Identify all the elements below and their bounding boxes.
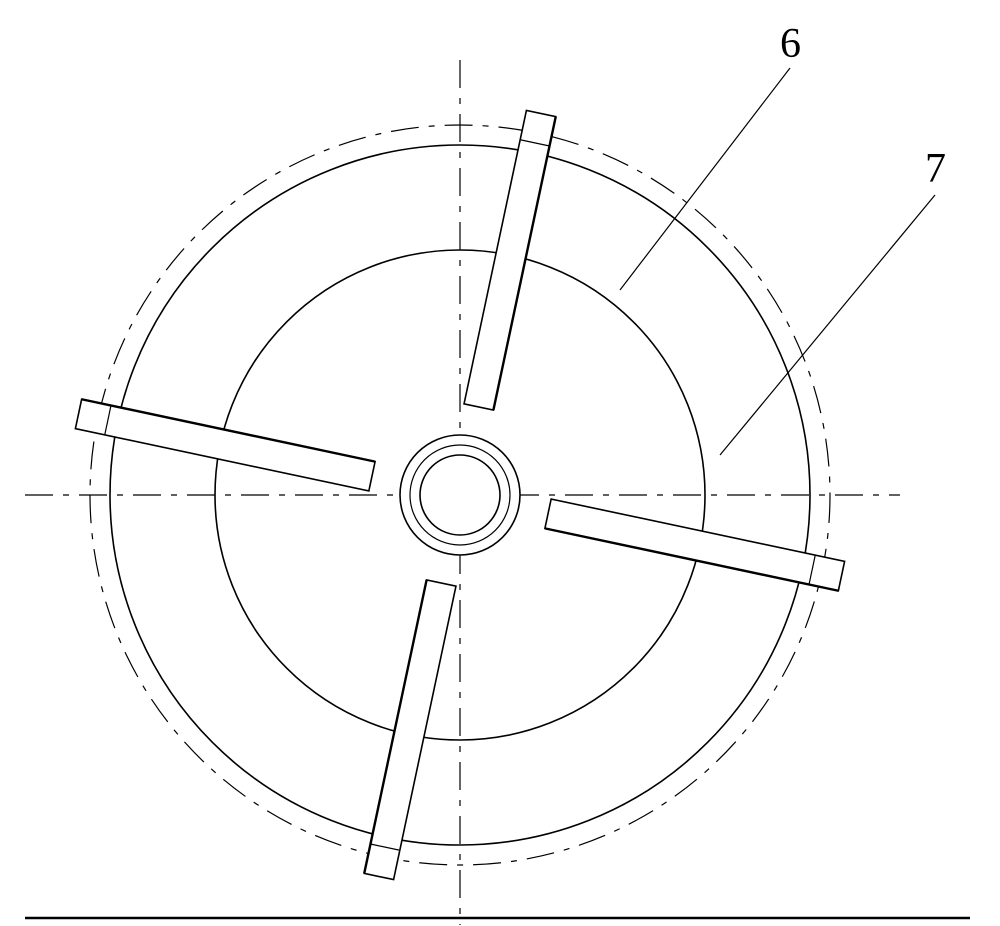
callout-label-6: 6 <box>780 20 801 68</box>
blade <box>364 580 456 880</box>
blade <box>545 499 845 591</box>
hub-outer <box>400 435 520 555</box>
technical-drawing-svg <box>0 0 1000 926</box>
diagram-stage: 6 7 <box>0 0 1000 926</box>
callout-label-7: 7 <box>925 145 946 193</box>
leader-line-6 <box>620 68 790 290</box>
blade <box>75 399 375 491</box>
blade <box>464 110 556 410</box>
leader-line-7 <box>720 195 935 455</box>
